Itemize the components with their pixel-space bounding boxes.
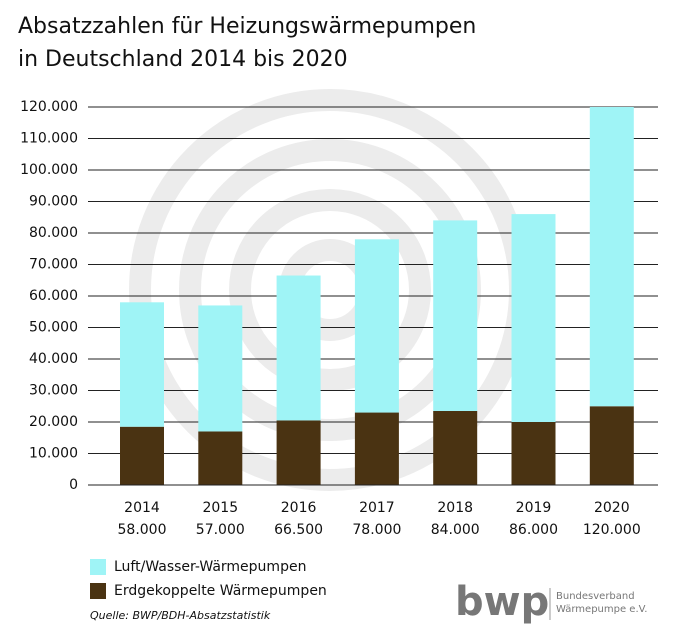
x-tick-label: 2019 [516,500,552,516]
legend-label: Luft/Wasser-Wärmepumpen [114,559,306,575]
bar-segment [433,220,478,411]
chart-title: Absatzzahlen für Heizungswärmepumpen [18,14,476,39]
x-tick-label: 2018 [437,500,473,516]
legend-swatch [90,583,106,599]
y-tick-label: 10.000 [29,446,78,462]
bar-segment [198,431,243,485]
y-tick-label: 110.000 [20,131,78,147]
total-label: 78.000 [352,522,401,538]
total-label: 66.500 [274,522,323,538]
bar-segment [354,412,399,485]
bar-segment [511,214,556,422]
y-tick-label: 80.000 [29,225,78,241]
bar-segment [589,406,634,485]
y-tick-label: 50.000 [29,320,78,336]
y-tick-label: 90.000 [29,194,78,210]
y-tick-label: 20.000 [29,414,78,430]
legend-swatch [90,559,106,575]
x-tick-label: 2015 [202,500,238,516]
source: Quelle: BWP/BDH-Absatzstatistik [90,609,271,622]
bar-segment [276,420,321,485]
total-label: 57.000 [196,522,245,538]
x-tick-label: 2020 [594,500,630,516]
y-tick-label: 70.000 [29,257,78,273]
logo-text: Wärmepumpe e.V. [556,604,647,615]
total-label: 84.000 [431,522,480,538]
logo-text: Bundesverband [556,591,635,602]
bar-segment [511,422,556,485]
y-tick-label: 100.000 [20,162,78,178]
logo-mark: bwp [455,579,549,625]
y-tick-label: 120.000 [20,99,78,115]
y-tick-label: 60.000 [29,288,78,304]
legend-label: Erdgekoppelte Wärmepumpen [114,583,327,599]
bar-segment [354,239,399,413]
x-tick-label: 2016 [281,500,317,516]
chart-title: in Deutschland 2014 bis 2020 [18,47,348,72]
x-tick-label: 2014 [124,500,160,516]
bar-segment [433,410,478,485]
total-label: 86.000 [509,522,558,538]
total-label: 120.000 [583,522,641,538]
x-tick-label: 2017 [359,500,395,516]
y-tick-label: 0 [69,477,78,493]
bar-segment [589,107,634,407]
bar-segment [120,302,164,427]
bar-segment [276,275,321,421]
y-tick-label: 40.000 [29,351,78,367]
total-label: 58.000 [118,522,167,538]
bar-segment [198,305,243,432]
bar-segment [120,426,164,485]
y-tick-label: 30.000 [29,383,78,399]
